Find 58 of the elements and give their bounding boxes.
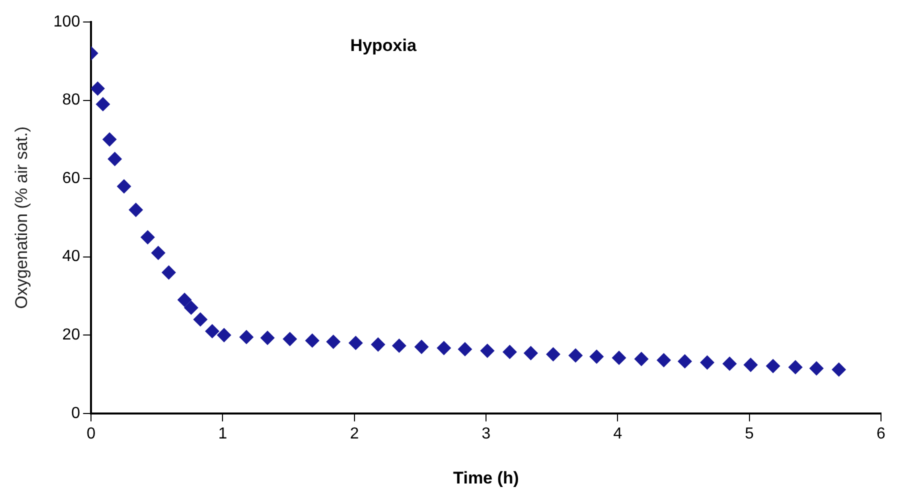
x-tick-label: 6 bbox=[876, 425, 886, 442]
x-tick-label: 1 bbox=[218, 425, 228, 442]
point bbox=[140, 230, 155, 244]
point bbox=[282, 332, 297, 346]
point bbox=[392, 338, 406, 353]
point bbox=[502, 344, 517, 359]
point bbox=[766, 359, 780, 374]
point bbox=[546, 347, 560, 362]
point bbox=[722, 356, 737, 371]
x-tick-label: 5 bbox=[744, 425, 754, 442]
point bbox=[326, 334, 340, 349]
point bbox=[151, 246, 166, 260]
point bbox=[612, 350, 626, 365]
point bbox=[634, 352, 648, 366]
point bbox=[788, 360, 802, 374]
point bbox=[809, 361, 824, 376]
point bbox=[96, 97, 110, 112]
point bbox=[744, 358, 758, 372]
point bbox=[184, 300, 198, 315]
point bbox=[260, 330, 275, 345]
point bbox=[568, 348, 583, 362]
point bbox=[178, 292, 192, 307]
x-tick-label: 2 bbox=[350, 425, 359, 442]
y-tick-label: 40 bbox=[62, 248, 80, 266]
point bbox=[436, 341, 451, 356]
point bbox=[656, 353, 671, 368]
x-axis-title: Time (h) bbox=[453, 468, 519, 488]
point bbox=[205, 324, 220, 338]
point bbox=[108, 152, 122, 166]
point bbox=[678, 354, 692, 368]
point bbox=[832, 362, 846, 377]
point bbox=[102, 132, 117, 146]
x-tick-label: 4 bbox=[613, 425, 622, 442]
point bbox=[193, 312, 208, 326]
point bbox=[217, 328, 232, 342]
point bbox=[162, 265, 176, 280]
point bbox=[371, 338, 386, 352]
point bbox=[91, 82, 105, 96]
y-tick-label: 20 bbox=[62, 326, 80, 344]
y-tick-label: 0 bbox=[71, 404, 80, 422]
y-tick-label: 60 bbox=[62, 170, 80, 187]
point bbox=[480, 344, 494, 358]
point bbox=[458, 342, 472, 356]
point bbox=[414, 340, 429, 354]
x-tick-label: 3 bbox=[482, 425, 491, 442]
point bbox=[128, 202, 143, 217]
point bbox=[239, 330, 254, 344]
point bbox=[305, 334, 320, 348]
point bbox=[117, 179, 132, 194]
y-tick-label: 80 bbox=[62, 92, 80, 109]
point bbox=[524, 346, 538, 360]
x-tick-label: 0 bbox=[86, 425, 96, 442]
point bbox=[348, 336, 363, 350]
point bbox=[590, 350, 604, 364]
y-axis-title: Oxygenation (% air sat.) bbox=[12, 126, 31, 309]
y-tick-label: 100 bbox=[53, 13, 80, 30]
text: Hypoxia bbox=[350, 36, 417, 56]
point bbox=[700, 356, 714, 370]
